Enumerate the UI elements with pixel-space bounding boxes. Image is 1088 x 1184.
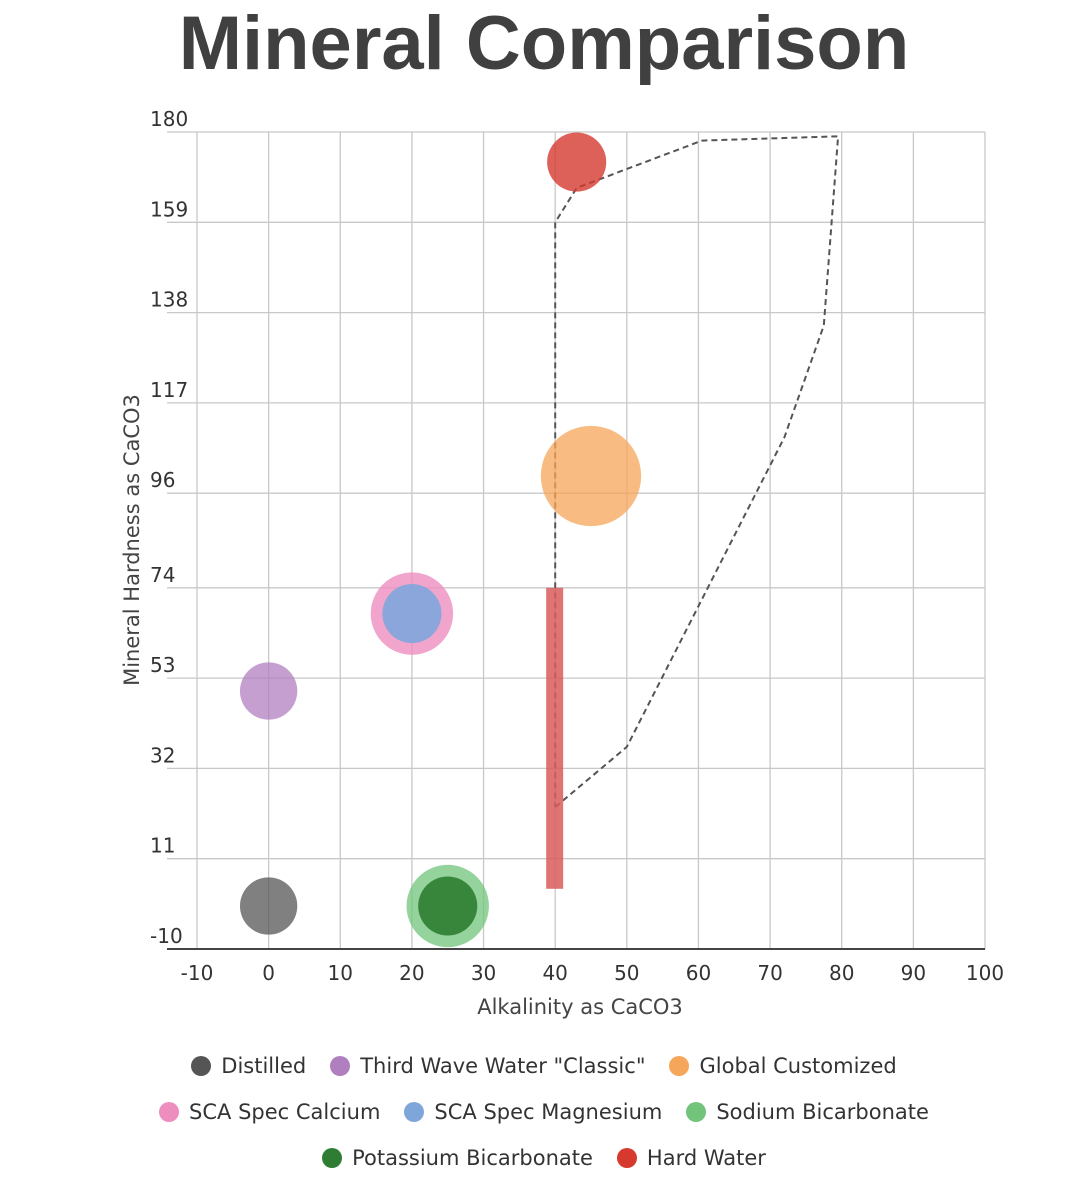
bubble-sca-spec-magnesium xyxy=(382,584,442,644)
legend-swatch xyxy=(191,1056,212,1076)
x-tick-label: 10 xyxy=(328,961,353,985)
legend-item[interactable]: Third Wave Water "Classic" xyxy=(330,1054,645,1078)
range-bar xyxy=(546,587,564,889)
legend-item[interactable]: Global Customized xyxy=(669,1054,897,1078)
y-axis-title: Mineral Hardness as CaCO3 xyxy=(120,394,144,686)
y-tick-label: 11 xyxy=(150,834,175,858)
legend-item[interactable]: Hard Water xyxy=(616,1146,766,1170)
legend-swatch xyxy=(404,1102,425,1122)
legend-item[interactable]: SCA Spec Calcium xyxy=(159,1100,380,1124)
legend-swatch xyxy=(322,1148,343,1168)
y-tick-label: 159 xyxy=(150,197,188,221)
bubble-distilled xyxy=(239,877,298,935)
x-tick-label: 70 xyxy=(757,961,782,985)
grid-lines xyxy=(167,131,986,950)
x-tick-label: 90 xyxy=(901,961,926,985)
x-tick-label: 80 xyxy=(829,961,854,985)
legend-item[interactable]: Potassium Bicarbonate xyxy=(322,1146,593,1170)
legend-swatch xyxy=(669,1056,690,1076)
y-tick-label: 32 xyxy=(150,743,175,767)
legend-swatch xyxy=(159,1102,180,1122)
chart-title: Mineral Comparison xyxy=(178,1,910,86)
bubbles xyxy=(239,132,642,948)
legend-label: SCA Spec Magnesium xyxy=(434,1100,663,1124)
x-tick-labels: -10 0 10 20 30 40 50 60 70 80 90 100 xyxy=(181,961,1004,985)
range-bar-group xyxy=(546,587,564,889)
y-tick-label: 117 xyxy=(150,378,188,402)
x-tick-label: 100 xyxy=(966,961,1004,985)
legend-label: Third Wave Water "Classic" xyxy=(360,1054,646,1078)
legend-swatch xyxy=(616,1148,637,1168)
y-tick-label: 53 xyxy=(150,653,175,677)
y-tick-label: 138 xyxy=(150,288,188,312)
legend-swatch xyxy=(330,1056,351,1076)
bubble-third-wave-water-classic xyxy=(239,662,298,720)
bubble-global-customized xyxy=(540,425,642,527)
y-tick-label: -10 xyxy=(150,924,183,948)
legend-label: Distilled xyxy=(221,1054,307,1078)
legend-row: SCA Spec Calcium SCA Spec Magnesium Sodium… xyxy=(0,1100,1088,1124)
legend-item[interactable]: SCA Spec Magnesium xyxy=(404,1100,662,1124)
y-tick-labels: -10 11 32 53 74 96 117 138 159 180 xyxy=(150,107,188,948)
x-tick-label: 30 xyxy=(471,961,496,985)
x-axis-title: Alkalinity as CaCO3 xyxy=(477,995,683,1019)
legend-label: Sodium Bicarbonate xyxy=(716,1100,929,1124)
x-tick-label: 60 xyxy=(686,961,711,985)
x-tick-label: -10 xyxy=(181,961,214,985)
bubble-potassium-bicarbonate xyxy=(418,876,478,936)
x-tick-label: 20 xyxy=(399,961,424,985)
y-tick-label: 96 xyxy=(150,468,175,492)
legend-label: SCA Spec Calcium xyxy=(189,1100,381,1124)
x-tick-label: 40 xyxy=(542,961,567,985)
y-tick-label: 74 xyxy=(150,563,175,587)
x-tick-label: 0 xyxy=(262,961,275,985)
legend-item[interactable]: Distilled xyxy=(191,1054,306,1078)
legend-swatch xyxy=(686,1102,707,1122)
bubble-hard-water xyxy=(547,132,607,192)
legend-label: Hard Water xyxy=(646,1146,766,1170)
legend-label: Potassium Bicarbonate xyxy=(352,1146,593,1170)
legend-row: Potassium Bicarbonate Hard Water xyxy=(0,1146,1088,1170)
x-tick-label: 50 xyxy=(614,961,639,985)
y-tick-label: 180 xyxy=(150,107,188,131)
legend-row: Distilled Third Wave Water "Classic" Globa… xyxy=(0,1054,1088,1078)
legend-item[interactable]: Sodium Bicarbonate xyxy=(686,1100,929,1124)
legend-label: Global Customized xyxy=(699,1054,897,1078)
